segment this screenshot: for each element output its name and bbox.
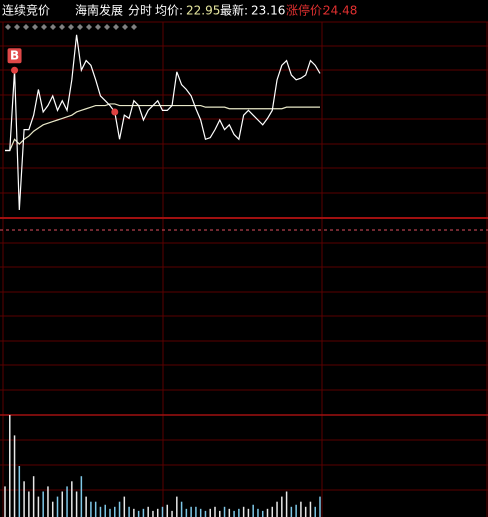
volume-bar: [281, 496, 283, 517]
volume-bar: [23, 481, 25, 517]
volume-bar: [161, 506, 164, 517]
volume-bar: [4, 486, 6, 517]
volume-bar: [114, 506, 116, 517]
volume-bar: [118, 501, 121, 517]
volume-bar: [90, 501, 92, 517]
volume-bar: [80, 476, 83, 517]
volume-bar: [18, 466, 21, 517]
volume-bar: [109, 508, 111, 517]
volume-bar: [204, 510, 207, 517]
volume-bar: [147, 506, 149, 517]
volume-bar: [166, 504, 169, 517]
grid: [0, 21, 488, 517]
volume-bar: [66, 486, 68, 517]
marker-label: B: [10, 49, 19, 63]
volume-bar: [152, 510, 154, 517]
diamond-row: [5, 24, 137, 30]
volume-bar: [156, 508, 159, 517]
volume-bar: [71, 481, 73, 517]
volume-bar: [128, 506, 130, 517]
limit-value: 24.48: [323, 4, 357, 18]
volume-bar: [47, 486, 49, 517]
volume-bar: [133, 508, 135, 517]
volume-bar: [233, 510, 235, 517]
volume-bar: [271, 506, 274, 517]
volume-bar: [51, 501, 54, 517]
volume-bar: [61, 491, 64, 517]
volume-bar: [37, 496, 40, 517]
volume-bar: [9, 415, 11, 517]
volume-bar: [304, 506, 307, 517]
volume-bar: [137, 510, 140, 517]
stock-name: 海南发展: [75, 3, 123, 18]
volume-bar: [257, 508, 259, 517]
volume-bar: [176, 496, 178, 517]
volume-bar: [195, 506, 197, 517]
volume-bar: [295, 504, 297, 517]
volume-bar: [180, 501, 183, 517]
volume-bar: [199, 508, 202, 517]
volume-bar: [261, 510, 264, 517]
volume-bar: [238, 508, 240, 517]
volume-bar: [209, 508, 211, 517]
volume-bar: [185, 508, 188, 517]
view: 分时: [128, 4, 152, 18]
volume-bar: [42, 491, 44, 517]
volume-bar: [223, 506, 226, 517]
volume-bar: [190, 506, 192, 517]
trade-dot: [11, 66, 19, 74]
volume-bar: [219, 510, 221, 517]
volume-bar: [142, 508, 145, 517]
volume-bar: [266, 508, 269, 517]
volume-bar: [94, 501, 97, 517]
volume-bar: [285, 491, 288, 517]
volume-bar: [242, 506, 245, 517]
volume-bar: [99, 506, 102, 517]
volume-bar: [276, 501, 278, 517]
volume-bar: [247, 508, 250, 517]
last-value: 23.16: [251, 4, 285, 18]
marker-box: [7, 48, 22, 64]
volume-bar: [300, 501, 302, 517]
mode: 连续竞价: [2, 3, 50, 18]
volume-bar: [171, 510, 173, 517]
avg-label: 均价:: [155, 4, 183, 18]
trade-dot: [111, 108, 119, 116]
volume-bar: [290, 506, 293, 517]
volume-bar: [214, 506, 216, 517]
last-label: 最新:: [220, 3, 248, 18]
volume-bar: [28, 491, 30, 517]
avg-value: 22.95: [186, 4, 220, 18]
volume-bar: [319, 496, 321, 517]
volume-bar: [32, 476, 35, 517]
volume-bar: [252, 504, 254, 517]
volume-bar: [123, 496, 126, 517]
avg-line: [5, 103, 320, 152]
volume-bar: [56, 496, 59, 517]
volume-bar: [228, 508, 231, 517]
price-line: [5, 34, 321, 211]
volume-bar: [104, 504, 106, 517]
volume-bar: [309, 501, 312, 517]
volume-bar: [75, 491, 78, 517]
volume-bar: [314, 506, 316, 517]
volume-bar: [13, 435, 16, 517]
volume-bar: [85, 496, 87, 517]
limit-label: 涨停价:: [286, 3, 326, 18]
